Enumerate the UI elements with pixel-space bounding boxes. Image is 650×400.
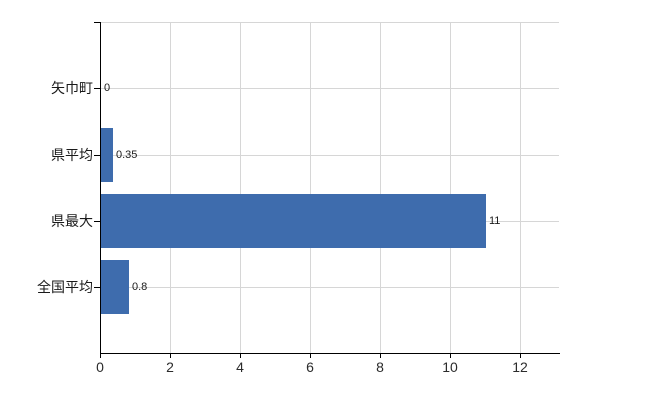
- x-tick-label: 12: [512, 359, 528, 375]
- x-gridline: [310, 22, 311, 353]
- y-axis-tick: [94, 221, 100, 222]
- x-gridline: [170, 22, 171, 353]
- x-tick-label: 10: [442, 359, 458, 375]
- x-gridline: [380, 22, 381, 353]
- x-tick-label: 4: [236, 359, 244, 375]
- bar-value-label: 0: [104, 82, 111, 94]
- x-tick-label: 6: [306, 359, 314, 375]
- category-label: 県平均: [51, 147, 93, 163]
- x-axis-tick: [450, 353, 451, 358]
- y-gridline: [100, 155, 559, 156]
- bar: [101, 194, 486, 248]
- y-axis-tick: [94, 287, 100, 288]
- category-label: 矢巾町: [51, 80, 93, 96]
- x-axis-tick: [380, 353, 381, 358]
- category-label: 県最大: [51, 213, 93, 229]
- y-axis-tick: [94, 155, 100, 156]
- y-gridline: [100, 287, 559, 288]
- y-axis-line: [100, 22, 101, 353]
- x-axis-tick: [240, 353, 241, 358]
- bar: [101, 260, 129, 314]
- x-axis-tick: [310, 353, 311, 358]
- x-gridline: [240, 22, 241, 353]
- x-tick-label: 8: [376, 359, 384, 375]
- x-gridline: [450, 22, 451, 353]
- plot-top-gridline: [100, 22, 559, 23]
- y-axis-end-tick: [94, 22, 100, 23]
- category-label: 全国平均: [37, 279, 93, 295]
- bar-value-label: 0.35: [116, 149, 138, 161]
- x-tick-label: 2: [166, 359, 174, 375]
- bar: [101, 128, 113, 182]
- x-axis-tick: [170, 353, 171, 358]
- y-gridline: [100, 88, 559, 89]
- x-axis-line: [100, 353, 560, 354]
- y-axis-tick: [94, 88, 100, 89]
- bar-value-label: 11: [489, 215, 501, 227]
- bar-value-label: 0.8: [132, 281, 148, 293]
- x-axis-tick: [520, 353, 521, 358]
- x-tick-label: 0: [96, 359, 104, 375]
- x-axis-tick: [100, 353, 101, 358]
- x-gridline: [520, 22, 521, 353]
